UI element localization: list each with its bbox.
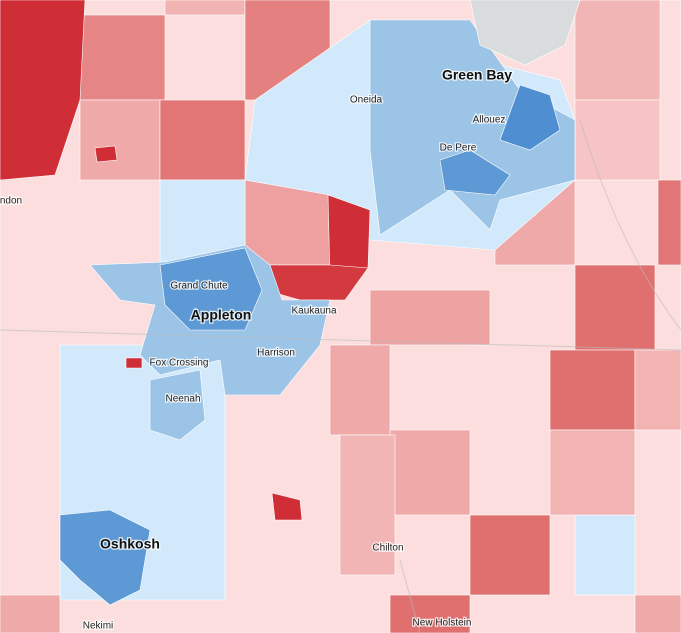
road <box>399 559 421 633</box>
region <box>369 289 491 346</box>
region <box>389 594 471 633</box>
region <box>469 514 551 596</box>
place-label: Appleton <box>191 307 252 323</box>
region <box>499 84 561 151</box>
region <box>79 14 166 101</box>
place-label: Grand Chute <box>170 281 228 292</box>
place-label: Nekimi <box>83 621 114 632</box>
region <box>574 99 661 181</box>
place-label: Green Bay <box>442 67 512 83</box>
region <box>159 99 246 181</box>
region <box>634 349 681 431</box>
place-label: New Holstein <box>413 618 472 629</box>
place-label: Chilton <box>372 543 403 554</box>
region <box>149 369 206 441</box>
water <box>469 0 581 66</box>
place-label: Harrison <box>257 348 295 359</box>
place-label: Neenah <box>165 394 200 405</box>
road <box>579 119 681 331</box>
region <box>574 264 656 351</box>
region <box>125 357 143 369</box>
region <box>271 492 303 521</box>
region <box>574 514 636 596</box>
region <box>329 344 391 436</box>
region <box>59 509 151 606</box>
region <box>657 179 681 266</box>
region <box>549 429 636 516</box>
region <box>79 99 161 181</box>
region <box>369 19 576 236</box>
place-label: Oshkosh <box>100 536 160 552</box>
place-label: Fox Crossing <box>150 358 209 369</box>
region <box>549 349 636 431</box>
region <box>339 434 396 576</box>
region <box>94 145 118 163</box>
place-labels: Green Bay Oneida Allouez De Pere ndon Gr… <box>0 65 513 632</box>
region <box>0 0 86 181</box>
region <box>439 149 511 196</box>
place-label: Oneida <box>350 95 383 106</box>
region <box>574 0 661 101</box>
roads <box>0 119 681 633</box>
place-label: Kaukauna <box>291 306 336 317</box>
region <box>0 594 61 633</box>
place-label: De Pere <box>440 143 477 154</box>
place-label: ndon <box>0 196 22 207</box>
region <box>389 429 471 516</box>
road <box>0 329 681 351</box>
region <box>634 594 681 633</box>
region <box>159 247 263 331</box>
region <box>164 0 246 16</box>
place-label: Allouez <box>473 115 506 126</box>
